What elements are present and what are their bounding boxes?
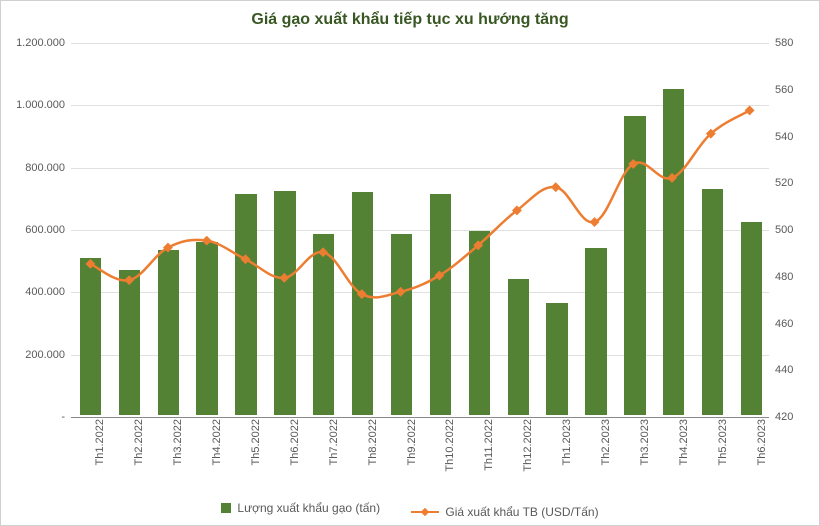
- y-right-tick-label: 520: [775, 177, 793, 189]
- line-marker: [745, 106, 755, 116]
- y-axis-right: 420440460480500520540560580: [769, 43, 819, 415]
- y-right-tick-label: 480: [775, 271, 793, 283]
- x-tick-label: Th2.2023: [600, 419, 612, 465]
- x-tick-label: Th4.2023: [678, 419, 690, 465]
- legend: Lượng xuất khẩu gạo (tấn) Giá xuất khẩu …: [1, 501, 819, 519]
- y-right-tick-label: 500: [775, 224, 793, 236]
- chart-container: Giá gạo xuất khẩu tiếp tục xu hướng tăng…: [0, 0, 820, 526]
- legend-swatch-line: [411, 511, 439, 513]
- x-axis-labels: Th1.2022 Th2.2022 Th3.2022 Th4.2022 Th5.2022…: [71, 415, 769, 487]
- x-tick-label: Th5.2023: [717, 419, 729, 465]
- x-tick-label: Th4.2022: [211, 419, 223, 465]
- x-tick-label: Th1.2022: [94, 419, 106, 465]
- y-left-tick-label: 600.000: [25, 224, 65, 236]
- x-tick-label: Th5.2022: [250, 419, 262, 465]
- x-tick-label: Th3.2022: [172, 419, 184, 465]
- y-left-tick-label: 800.000: [25, 162, 65, 174]
- legend-item-line: Giá xuất khẩu TB (USD/Tấn): [411, 505, 598, 519]
- chart-title: Giá gạo xuất khẩu tiếp tục xu hướng tăng: [1, 1, 819, 33]
- y-right-tick-label: 540: [775, 131, 793, 143]
- line-marker: [85, 259, 95, 269]
- y-right-tick-label: 460: [775, 318, 793, 330]
- legend-label-bar: Lượng xuất khẩu gạo (tấn): [237, 501, 380, 515]
- y-right-tick-label: 440: [775, 364, 793, 376]
- line-marker: [124, 275, 134, 285]
- y-right-tick-label: 560: [775, 84, 793, 96]
- line-path: [90, 110, 749, 297]
- legend-item-bar: Lượng xuất khẩu gạo (tấn): [221, 501, 380, 515]
- line-marker: [396, 287, 406, 297]
- line-marker: [551, 182, 561, 192]
- y-left-tick-label: 1.000.000: [16, 99, 65, 111]
- x-tick-label: Th10.2022: [444, 419, 456, 472]
- x-tick-label: Th11.2022: [483, 419, 495, 471]
- x-tick-label: Th6.2023: [756, 419, 768, 465]
- x-tick-label: Th2.2022: [133, 419, 145, 465]
- y-axis-left: -200.000400.000600.000800.0001.000.0001.…: [1, 43, 71, 415]
- y-left-tick-label: 200.000: [25, 349, 65, 361]
- line-marker: [279, 273, 289, 283]
- line-marker: [241, 254, 251, 264]
- x-tick-label: Th8.2022: [367, 419, 379, 465]
- y-left-tick-label: 1.200.000: [16, 37, 65, 49]
- line-marker: [318, 247, 328, 257]
- line-layer: [71, 43, 769, 415]
- line-svg: [71, 43, 769, 415]
- y-left-tick-label: 400.000: [25, 286, 65, 298]
- x-tick-label: Th1.2023: [561, 419, 573, 465]
- legend-swatch-bar: [221, 503, 231, 513]
- plot-area: [71, 43, 769, 415]
- x-tick-label: Th12.2022: [522, 419, 534, 472]
- y-right-tick-label: 420: [775, 411, 793, 423]
- line-marker: [667, 173, 677, 183]
- x-tick-label: Th7.2022: [328, 419, 340, 465]
- x-tick-label: Th3.2023: [639, 419, 651, 465]
- x-tick-label: Th6.2022: [289, 419, 301, 465]
- legend-label-line: Giá xuất khẩu TB (USD/Tấn): [445, 505, 598, 519]
- y-right-tick-label: 580: [775, 37, 793, 49]
- line-marker: [202, 236, 212, 246]
- x-tick-label: Th9.2022: [406, 419, 418, 465]
- y-left-tick-label: -: [61, 411, 65, 423]
